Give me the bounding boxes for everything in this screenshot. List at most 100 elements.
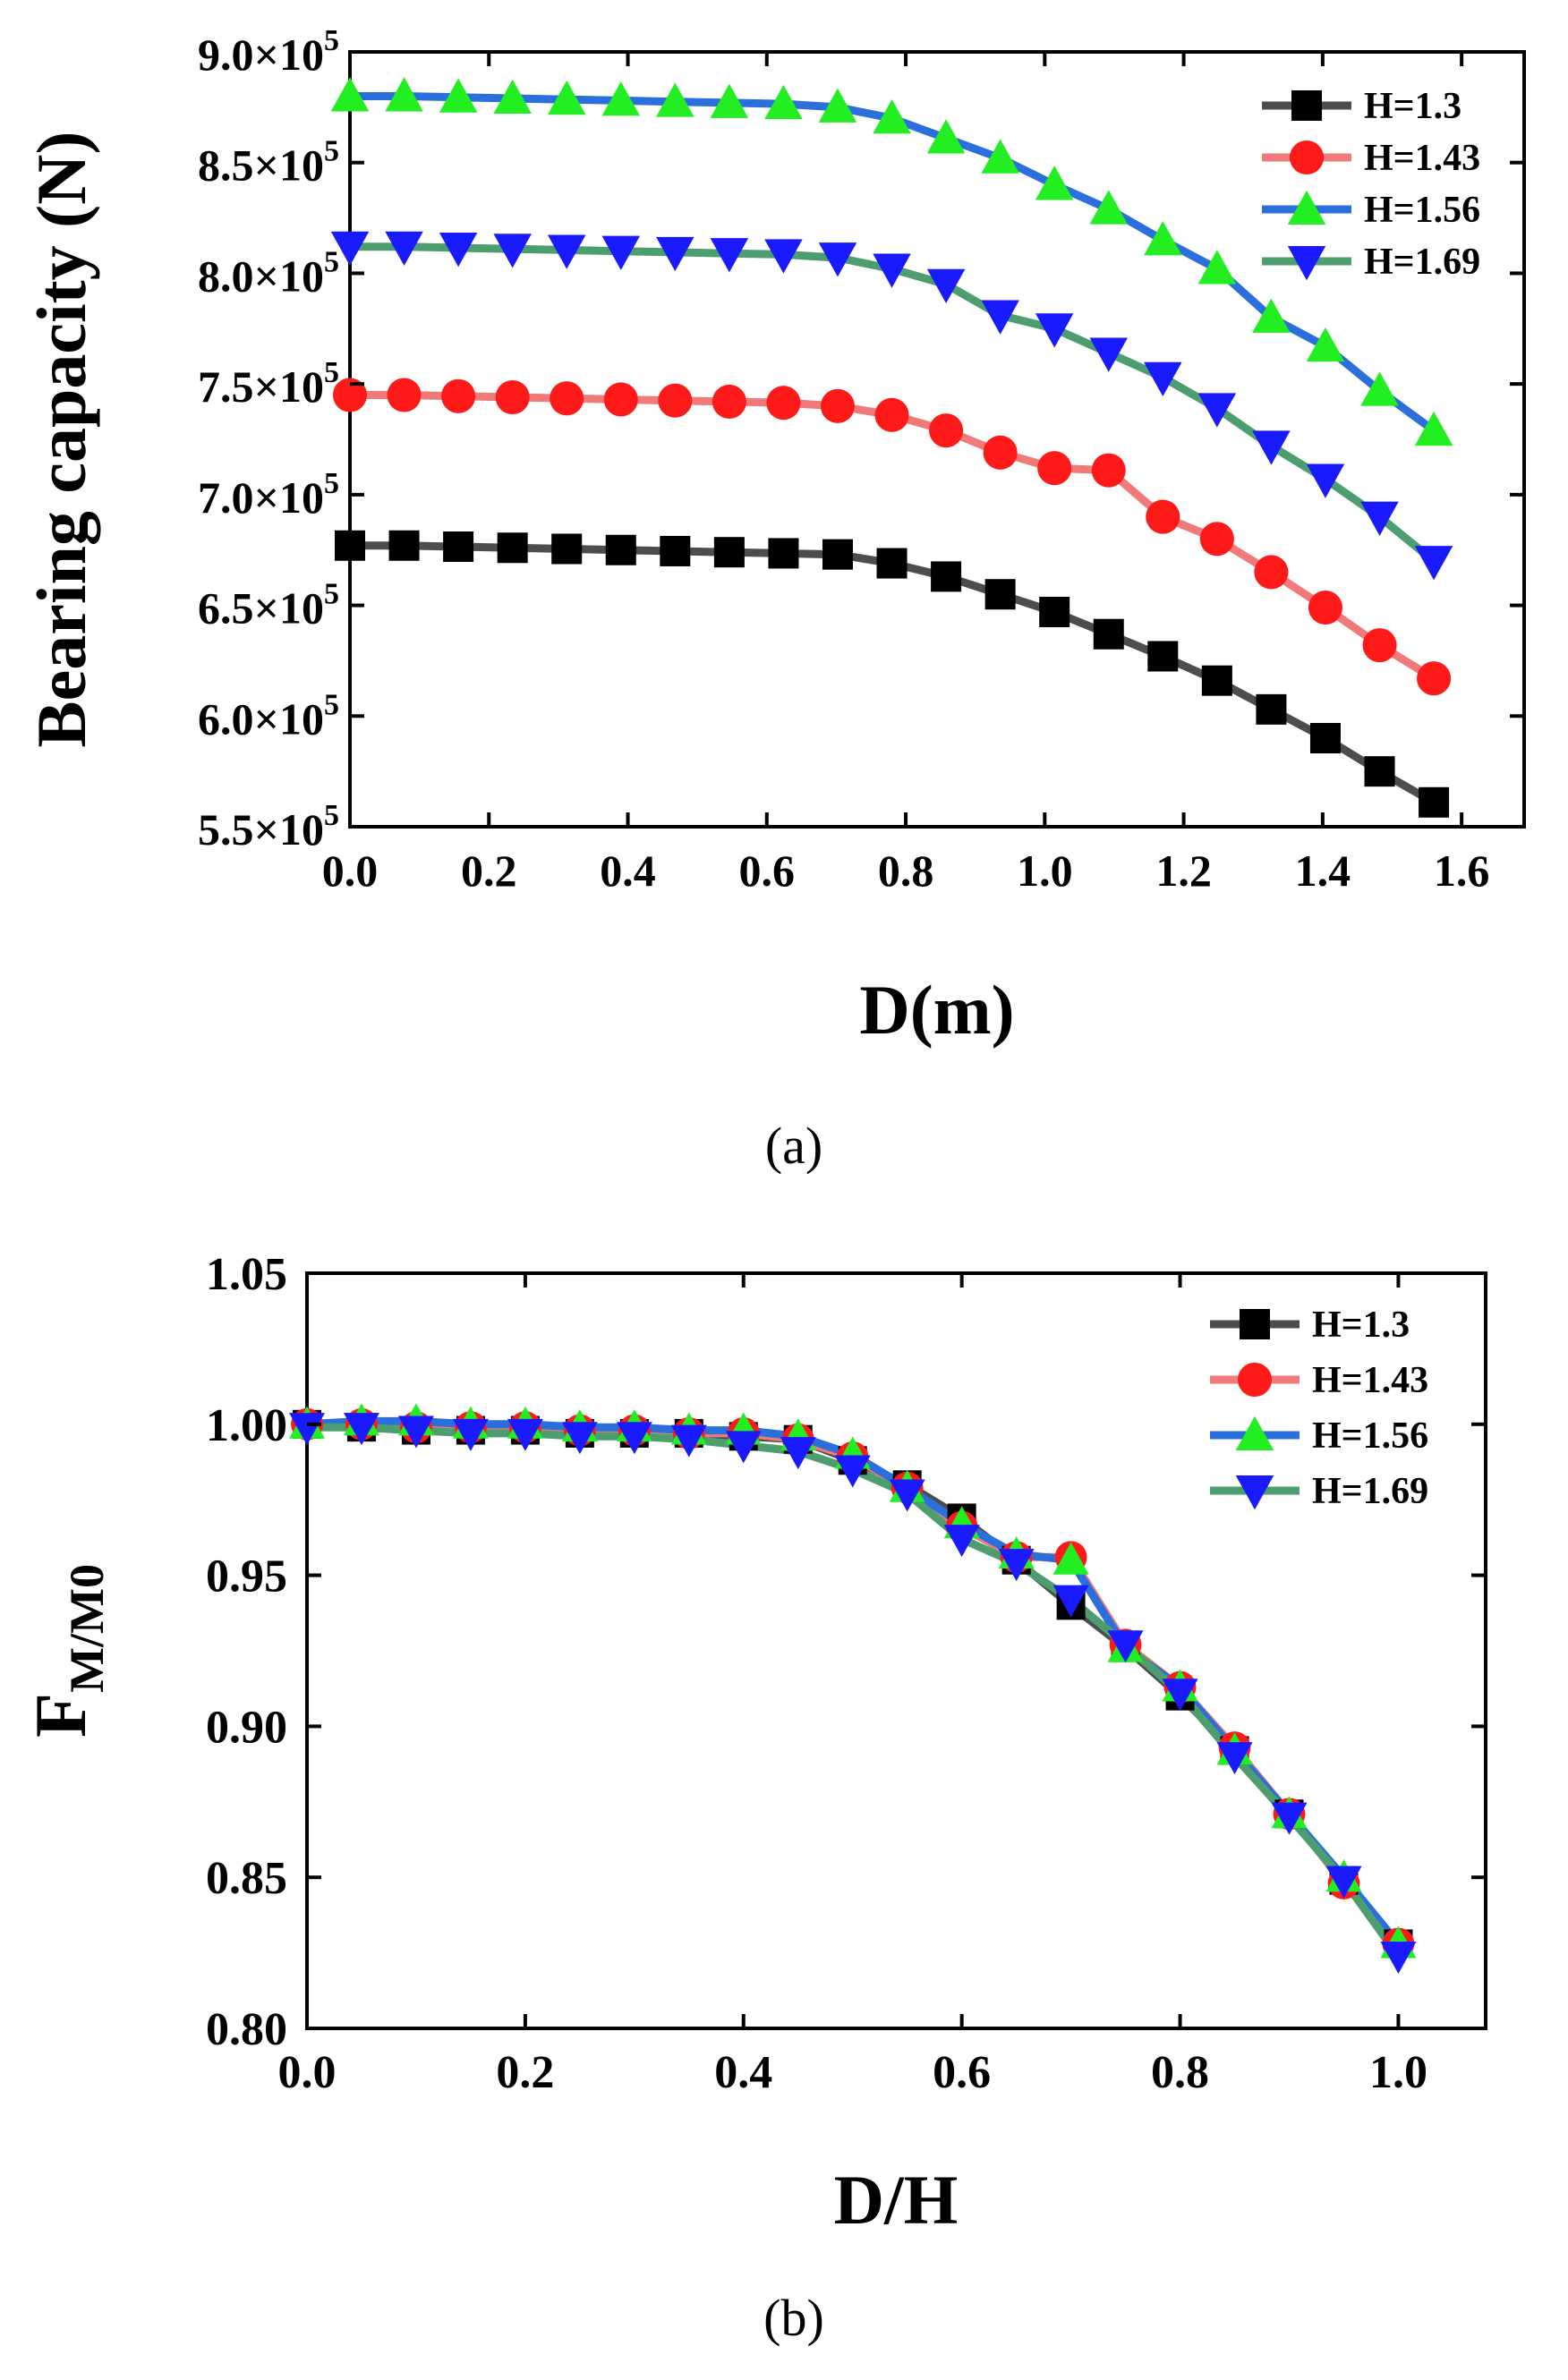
data-point-H=1.56 [1089,190,1129,225]
data-point-H=1.43 [1199,522,1234,557]
data-point-H=1.56 [601,81,641,116]
data-point-H=1.3 [1093,618,1124,650]
data-point-H=1.69 [1380,1941,1417,1974]
data-point-H=1.56 [385,77,423,112]
data-point-H=1.69 [1162,1679,1198,1712]
y-tick-mantissa: 6.0 [198,693,254,744]
y-tick-label: 0.80 [206,2004,287,2055]
data-point-H=1.56 [493,79,532,114]
data-point-H=1.69 [397,1415,434,1449]
panel-a-series-group [330,77,1453,818]
data-point-H=1.43 [766,386,801,421]
data-point-H=1.43 [1254,555,1289,590]
data-point-H=1.69 [1414,546,1453,581]
legend-marker-H=1.43 [1289,140,1325,175]
data-point-H=1.69 [943,1525,980,1558]
data-point-H=1.69 [1271,1802,1308,1835]
y-tick-exponent: 5 [324,356,339,389]
data-point-H=1.43 [712,384,746,419]
data-point-H=1.43 [387,378,422,412]
y-tick-label: 7.5×105 [198,356,339,412]
data-point-H=1.69 [656,236,695,272]
x-tick-label: 1.0 [1369,2047,1427,2098]
data-point-H=1.56 [1144,221,1182,256]
y-tick-base: ×10 [254,583,325,633]
legend-marker-H=1.56 [1235,1415,1274,1450]
legend-label: H=1.69 [1312,1471,1428,1512]
y-tick-base: ×10 [254,804,325,854]
data-point-H=1.43 [441,378,476,413]
data-point-H=1.69 [818,242,857,277]
x-tick-label: 0.8 [1151,2047,1209,2098]
data-point-H=1.56 [1035,166,1074,200]
data-point-H=1.3 [1419,786,1450,818]
y-tick-base: ×10 [254,472,325,523]
x-tick-label: 1.4 [1295,846,1351,896]
data-point-H=1.69 [1052,1585,1089,1618]
y-tick-label: 1.00 [206,1400,287,1451]
x-tick-label: 0.2 [496,2047,554,2098]
data-point-H=1.3 [551,533,583,565]
data-point-H=1.69 [507,1418,543,1451]
x-tick-label: 0.0 [278,2047,337,2098]
data-point-H=1.69 [1197,393,1237,428]
y-tick-label: 0.85 [206,1853,287,1904]
data-point-H=1.43 [658,383,693,418]
data-point-H=1.56 [547,80,586,115]
data-point-H=1.3 [876,548,908,579]
data-point-H=1.3 [1039,596,1070,627]
y-tick-label: 0.90 [206,1702,287,1753]
data-point-H=1.69 [834,1455,871,1488]
data-point-H=1.69 [601,235,641,270]
data-point-H=1.69 [670,1424,707,1458]
data-point-H=1.56 [818,88,857,123]
data-point-H=1.3 [388,530,420,561]
y-tick-label: 1.05 [206,1249,287,1300]
data-point-H=1.43 [1146,499,1180,534]
legend-label: H=1.56 [1312,1415,1428,1457]
x-tick-label: 0.8 [878,846,934,896]
y-tick-mantissa: 8.0 [198,251,254,301]
legend-marker-H=1.3 [1291,90,1322,121]
data-point-H=1.69 [343,1413,379,1446]
data-point-H=1.69 [764,239,803,274]
y-tick-mantissa: 8.5 [198,140,254,191]
y-tick-mantissa: 9.0 [198,30,254,80]
x-tick-label: 0.4 [714,2047,772,2098]
data-point-H=1.69 [725,1431,762,1464]
data-point-H=1.69 [926,268,966,304]
data-point-H=1.69 [1035,313,1074,348]
panel-a-x-axis-label: D(m) [859,971,1014,1049]
y-tick-exponent: 5 [324,135,339,168]
y-tick-label: 9.0×105 [198,24,339,80]
y-tick-exponent: 5 [324,688,339,721]
data-point-H=1.69 [289,1413,325,1446]
panel-a-chart: 0.0 0.2 0.4 0.6 0.8 1.0 1.2 1.4 1.65.5×1056.0×10… [22,24,1526,1175]
y-tick-label: 8.5×105 [198,135,339,191]
panel-b-axes-group: 0.0 0.2 0.4 0.6 0.8 1.0 0.80 0.85 0.90 0.95 1.00 1.… [206,1249,1486,2098]
legend-label: H=1.56 [1364,190,1480,231]
x-tick-label: 1.6 [1434,846,1490,896]
data-point-H=1.43 [929,413,964,448]
data-point-H=1.3 [713,537,745,568]
y-tick-label: 5.5×105 [198,799,339,854]
x-tick-label: 1.2 [1155,846,1212,896]
y-tick-exponent: 5 [324,24,339,57]
data-point-H=1.56 [1197,250,1237,285]
data-point-H=1.56 [656,82,695,117]
data-point-H=1.3 [1364,756,1395,787]
data-point-H=1.43 [603,382,638,417]
data-point-H=1.69 [452,1418,489,1451]
panel-a-axes-group: 0.0 0.2 0.4 0.6 0.8 1.0 1.2 1.4 1.65.5×1056.0×10… [198,24,1524,896]
data-point-H=1.3 [1201,665,1232,696]
data-point-H=1.69 [1144,361,1182,396]
legend-label: H=1.43 [1364,138,1480,179]
y-tick-mantissa: 5.5 [198,804,254,854]
y-tick-base: ×10 [254,30,325,80]
legend-marker-H=1.43 [1237,1362,1273,1398]
data-point-H=1.69 [547,234,586,269]
data-point-H=1.43 [1417,661,1452,696]
y-tick-label: 6.5×105 [198,578,339,633]
data-point-H=1.43 [1091,453,1126,488]
